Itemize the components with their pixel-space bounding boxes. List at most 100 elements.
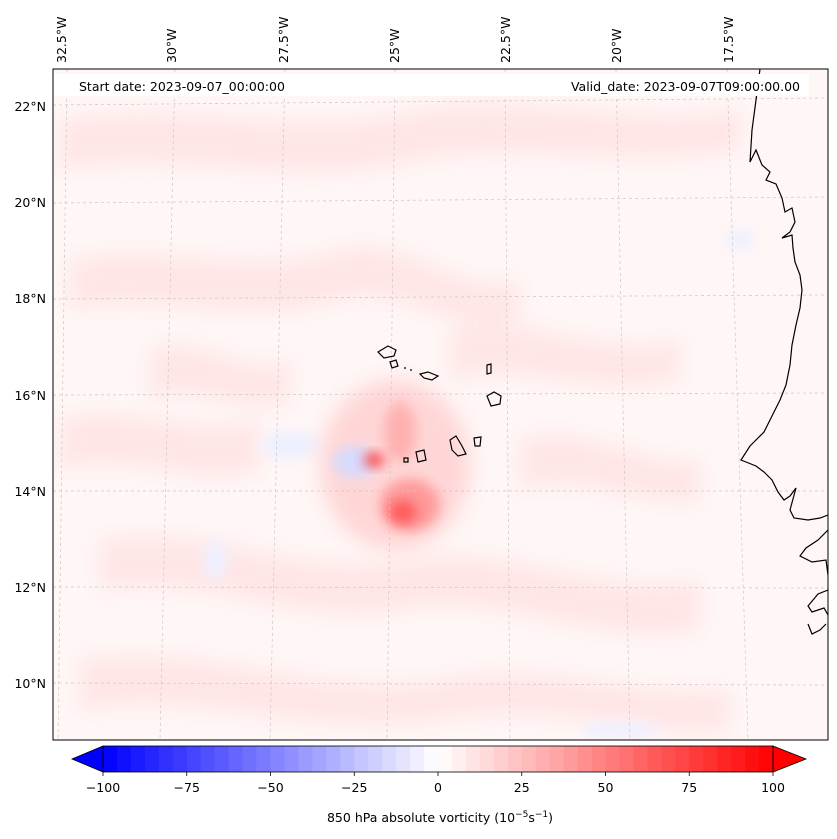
- colorbar-cell: [130, 746, 146, 772]
- colorbar-cell: [242, 746, 257, 772]
- colorbar-cell: [605, 746, 620, 772]
- colorbar-cell: [745, 746, 760, 772]
- colorbar-cell: [158, 746, 174, 772]
- vortex-structure: [320, 380, 470, 550]
- colorbar-cell: [144, 746, 160, 772]
- island-fogo: [415, 449, 427, 463]
- colorbar-cell: [493, 746, 509, 772]
- negative-vorticity-lobe: [333, 446, 377, 478]
- graticule: [53, 69, 828, 740]
- colorbar-cell: [703, 746, 718, 772]
- island-sao-vicente: [389, 359, 399, 369]
- lon-label: 27.5°W: [276, 17, 291, 63]
- longitude-labels: 32.5°W 30°W 27.5°W 25°W 22.5°W 20°W 17.5…: [54, 17, 736, 63]
- colorbar-cell: [521, 746, 537, 772]
- lat-label: 12°N: [14, 580, 46, 595]
- colorbar-extend-min: [70, 745, 104, 773]
- colorbar-cell: [759, 746, 774, 772]
- lat-label: 10°N: [14, 676, 46, 691]
- southern-vorticity-core: [389, 500, 417, 524]
- colorbar-unit-exp2: −1: [535, 810, 548, 820]
- colorbar-unit-close: ): [548, 810, 553, 825]
- colorbar-cell: [326, 746, 341, 772]
- colorbar-cell: [284, 746, 299, 772]
- colorbar-tick-label: 100: [761, 780, 785, 795]
- colorbar-cell: [354, 746, 369, 772]
- colorbar-unit-mid: s: [528, 810, 535, 825]
- colorbar-cell: [116, 746, 132, 772]
- colorbar-cell: [717, 746, 732, 772]
- africa-coastline: [740, 69, 828, 521]
- colorbar-cell: [675, 746, 690, 772]
- colorbar-cell: [465, 746, 481, 772]
- latitude-labels: 22°N 20°N 18°N 16°N 14°N 12°N 10°N: [14, 99, 46, 691]
- colorbar-label: 850 hPa absolute vorticity (10−5s−1): [327, 810, 553, 825]
- colorbar-cell: [563, 746, 578, 772]
- colorbar-tick-label: 25: [514, 780, 530, 795]
- colorbar-cell: [451, 746, 467, 772]
- start-date-label: Start date: 2023-09-07_00:00:00: [79, 79, 285, 94]
- colorbar-cell: [633, 746, 648, 772]
- colorbar-cell: [438, 746, 453, 772]
- colorbar-tick-label: −75: [174, 780, 200, 795]
- colorbar-cell: [689, 746, 704, 772]
- colorbar-unit-exp1: −5: [515, 810, 528, 820]
- colorbar-cell: [103, 746, 118, 772]
- lon-label: 22.5°W: [498, 17, 513, 63]
- island-sao-nicolau: [418, 371, 440, 381]
- colorbar-cell: [200, 746, 216, 772]
- map-frame: [52, 68, 829, 741]
- island-sal: [486, 363, 492, 375]
- lon-label: 17.5°W: [721, 17, 736, 63]
- colorbar-extend-max: [772, 745, 808, 773]
- colorbar-tick-label: 50: [598, 780, 614, 795]
- colorbar-cell: [298, 746, 313, 772]
- header-band: [54, 74, 809, 96]
- lon-label: 20°W: [609, 28, 624, 63]
- island-brava: [403, 457, 409, 463]
- island-maio: [473, 436, 482, 447]
- colorbar-ticks: −100 −75 −50 −25 0 25 50 75 100: [86, 772, 785, 795]
- coastlines: [377, 69, 828, 635]
- colorbar-cell: [549, 746, 565, 772]
- western-vorticity-core: [364, 453, 384, 467]
- lon-label: 30°W: [164, 28, 179, 63]
- colorbar-cell: [172, 746, 188, 772]
- lat-label: 14°N: [14, 484, 46, 499]
- colorbar-cell: [368, 746, 383, 772]
- colorbar-tick-label: 75: [681, 780, 697, 795]
- colorbar: −100 −75 −50 −25 0 25 50 75 100 850 hPa absolute…: [70, 745, 808, 825]
- colorbar-tick-label: 0: [434, 780, 442, 795]
- colorbar-label-main: 850 hPa absolute vorticity (10: [327, 810, 515, 825]
- colorbar-cell: [228, 746, 243, 772]
- colorbar-cell: [535, 746, 551, 772]
- lat-label: 18°N: [14, 291, 46, 306]
- island-santiago: [449, 435, 467, 457]
- colorbar-cells: [103, 746, 774, 772]
- colorbar-cell: [256, 746, 271, 772]
- guinea-coast: [799, 529, 828, 576]
- colorbar-cell: [410, 746, 425, 772]
- colorbar-cell: [382, 746, 397, 772]
- valid-date-label: Valid_date: 2023-09-07T09:00:00.00: [571, 79, 800, 94]
- colorbar-cell: [619, 746, 634, 772]
- bijagos-coast: [807, 589, 828, 635]
- colorbar-tick-label: −50: [257, 780, 283, 795]
- map-panel: Start date: 2023-09-07_00:00:00 Valid_da…: [53, 69, 828, 740]
- colorbar-cell: [661, 746, 676, 772]
- colorbar-cell: [507, 746, 523, 772]
- colorbar-cell: [647, 746, 662, 772]
- colorbar-cell: [186, 746, 202, 772]
- colorbar-cell: [731, 746, 746, 772]
- lat-label: 20°N: [14, 195, 46, 210]
- colorbar-cell: [214, 746, 230, 772]
- colorbar-cell: [396, 746, 411, 772]
- colorbar-cell: [312, 746, 327, 772]
- colorbar-cell: [424, 746, 439, 772]
- colorbar-cell: [340, 746, 355, 772]
- northern-vorticity-band: [384, 402, 416, 462]
- weak-negative-field: [203, 230, 754, 738]
- colorbar-cell: [479, 746, 495, 772]
- lon-label: 32.5°W: [54, 17, 69, 63]
